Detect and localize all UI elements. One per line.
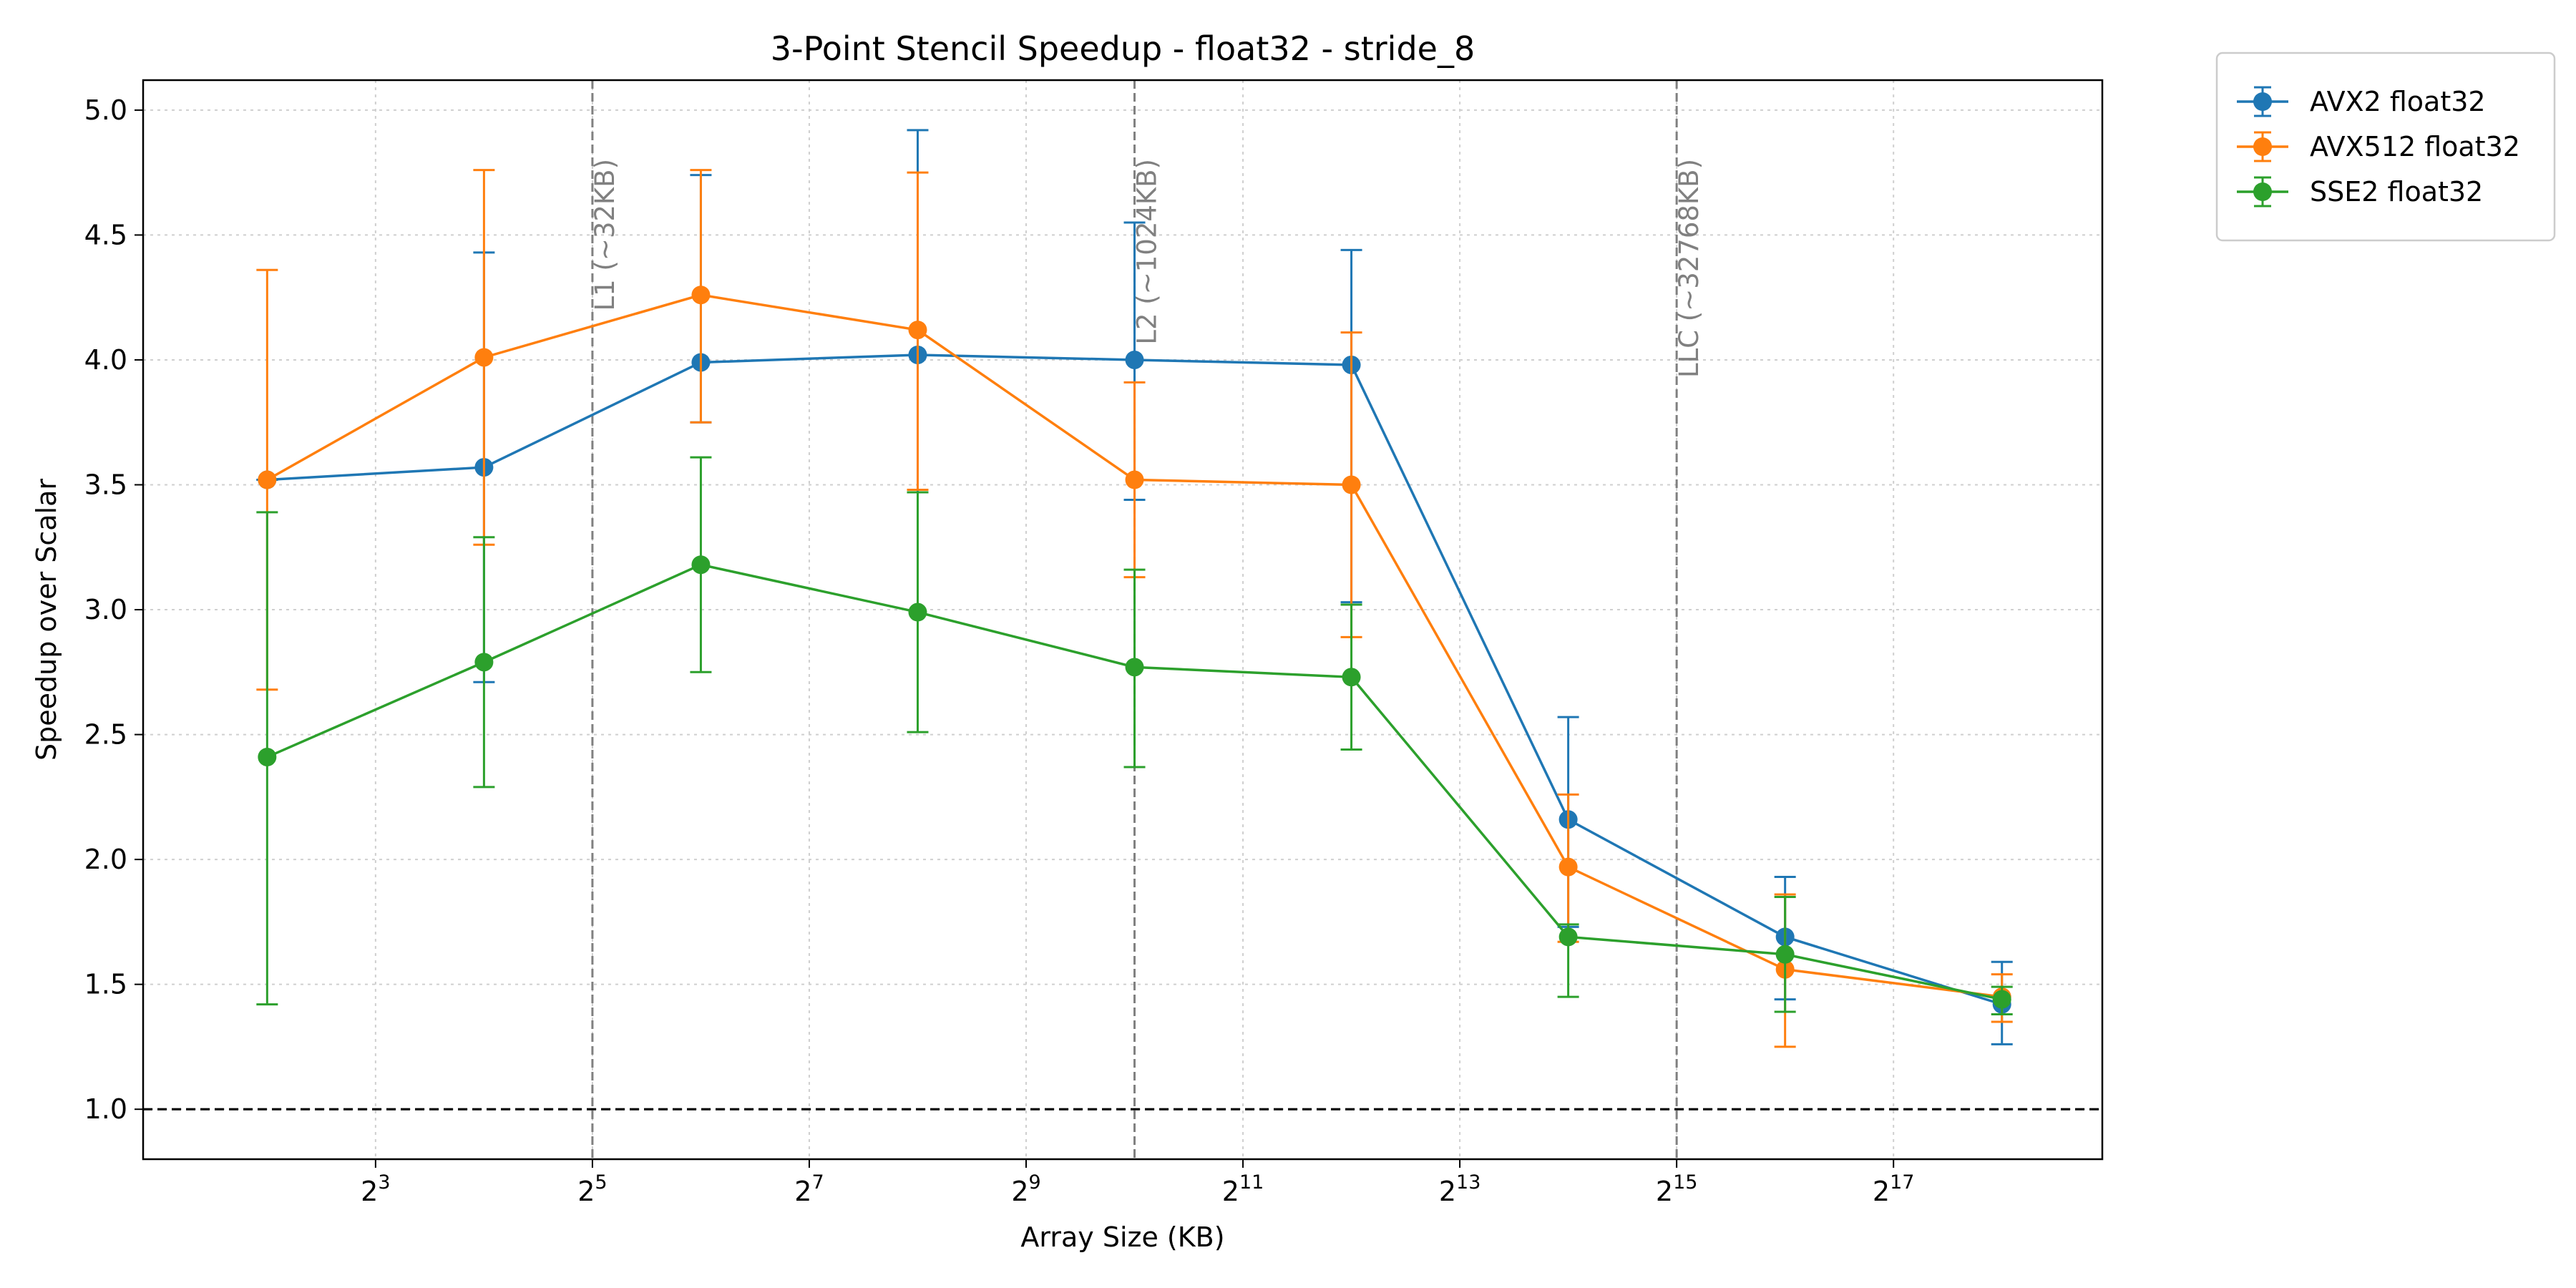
data-point — [258, 747, 277, 766]
x-tick-base: 2 — [1656, 1176, 1673, 1207]
cache-boundary-label: L1 (~32KB) — [590, 159, 620, 311]
data-point — [1992, 990, 2011, 1009]
chart-title: 3-Point Stencil Speedup - float32 - stri… — [771, 29, 1475, 68]
data-point — [1558, 927, 1578, 947]
cache-boundary-label: L2 (~1024KB) — [1132, 159, 1163, 345]
data-point — [1342, 475, 1361, 494]
x-tick-base: 2 — [361, 1176, 378, 1207]
legend-label: AVX2 float32 — [2310, 86, 2486, 117]
data-point — [691, 555, 711, 575]
x-axis-label: Array Size (KB) — [1020, 1221, 1224, 1253]
series-group — [256, 129, 2013, 1048]
x-tick-exponent: 13 — [1456, 1171, 1480, 1194]
x-tick-label: 25 — [577, 1171, 607, 1207]
data-point — [1775, 945, 1795, 964]
data-point — [474, 653, 494, 672]
data-point — [1342, 668, 1361, 687]
data-point — [1125, 470, 1144, 489]
data-point — [1125, 350, 1144, 369]
legend-marker — [2253, 182, 2272, 201]
x-tick-exponent: 11 — [1239, 1171, 1264, 1194]
x-tick-label: 215 — [1656, 1171, 1698, 1207]
x-tick-exponent: 9 — [1029, 1171, 1041, 1194]
y-tick-label: 1.0 — [84, 1093, 127, 1125]
x-tick-exponent: 3 — [378, 1171, 390, 1194]
x-tick-label: 27 — [794, 1171, 824, 1207]
cache-lines: L1 (~32KB) L2 (~1024KB) LLC (~32768KB) — [143, 80, 2102, 1159]
y-tick-label: 4.5 — [84, 219, 127, 250]
legend-item: AVX2 float32 — [2237, 86, 2486, 117]
axis-ticks: 1.01.52.02.53.03.54.04.55.023 25 27 29 211 21… — [84, 94, 1915, 1207]
legend-marker — [2253, 137, 2272, 156]
legend-marker — [2253, 92, 2272, 111]
legend-box — [2215, 52, 2556, 242]
y-tick-label: 2.5 — [84, 719, 127, 751]
legend-item: AVX512 float32 — [2237, 131, 2520, 162]
grid — [143, 80, 2102, 1159]
plot-frame — [142, 79, 2104, 1161]
x-tick-base: 2 — [794, 1176, 811, 1207]
x-tick-exponent: 7 — [811, 1171, 824, 1194]
cache-boundary-label: LLC (~32768KB) — [1674, 159, 1704, 378]
data-point — [691, 286, 711, 305]
x-tick-label: 29 — [1011, 1171, 1040, 1207]
data-point — [908, 321, 927, 340]
legend-label: AVX512 float32 — [2310, 131, 2520, 162]
y-tick-label: 2.0 — [84, 844, 127, 875]
x-tick-exponent: 15 — [1673, 1171, 1697, 1194]
series-2 — [256, 456, 2013, 1016]
legend: AVX2 float32 AVX512 float32 SSE2 float32 — [2215, 52, 2556, 242]
y-tick-label: 4.0 — [84, 344, 127, 376]
legend-label: SSE2 float32 — [2310, 176, 2483, 208]
x-tick-exponent: 17 — [1890, 1171, 1914, 1194]
x-tick-label: 217 — [1873, 1171, 1915, 1207]
x-tick-base: 2 — [1222, 1176, 1239, 1207]
data-point — [908, 602, 927, 622]
x-tick-base: 2 — [1873, 1176, 1890, 1207]
data-point — [1125, 658, 1144, 677]
y-tick-label: 1.5 — [84, 969, 127, 1000]
y-tick-label: 3.0 — [84, 594, 127, 625]
y-axis-label: Speedup over Scalar — [31, 479, 62, 761]
y-tick-label: 3.5 — [84, 469, 127, 501]
x-tick-base: 2 — [1439, 1176, 1456, 1207]
legend-item: SSE2 float32 — [2237, 176, 2483, 208]
x-tick-label: 211 — [1222, 1171, 1264, 1207]
x-tick-base: 2 — [577, 1176, 595, 1207]
data-point — [1558, 857, 1578, 877]
x-tick-label: 23 — [361, 1171, 390, 1207]
y-tick-label: 5.0 — [84, 94, 127, 126]
data-point — [474, 348, 494, 367]
x-tick-base: 2 — [1011, 1176, 1028, 1207]
x-tick-label: 213 — [1439, 1171, 1481, 1207]
x-tick-exponent: 5 — [595, 1171, 607, 1194]
data-point — [258, 470, 277, 489]
